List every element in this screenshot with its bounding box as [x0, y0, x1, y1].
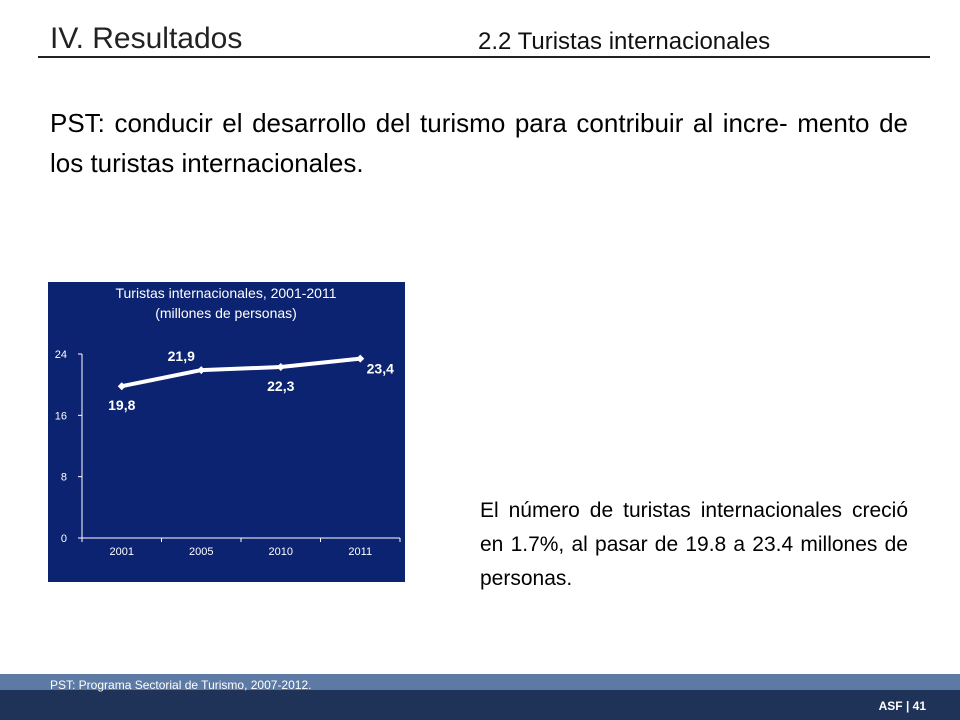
subsection-title: 2.2 Turistas internacionales [478, 28, 771, 55]
data-label: 23,4 [367, 361, 394, 377]
y-tick-label: 8 [61, 472, 67, 484]
page-number: ASF | 41 [878, 699, 926, 713]
x-tick-label: 2011 [348, 546, 372, 558]
series-line [121, 356, 361, 389]
x-tick-label: 2010 [269, 546, 293, 558]
data-point-marker [197, 366, 206, 375]
x-tick-label: 2005 [189, 546, 213, 558]
main-statement: PST: conducir el desarrollo del turismo … [50, 108, 908, 178]
y-tick-label: 0 [61, 533, 67, 545]
chart-panel: Turistas internacionales, 2001-2011 (mil… [48, 282, 405, 582]
x-tick-label: 2001 [110, 546, 134, 558]
header-divider [38, 56, 930, 58]
data-label: 22,3 [267, 378, 294, 394]
footnote: PST: Programa Sectorial de Turismo, 2007… [50, 678, 312, 692]
footer-band-light [0, 674, 960, 690]
data-point-marker [356, 354, 365, 363]
result-summary: El número de turistas internacionales cr… [480, 499, 908, 590]
y-tick-label: 16 [55, 410, 67, 422]
line-chart: Turistas internacionales, 2001-2011 (mil… [55, 285, 401, 558]
section-title: IV. Resultados [50, 22, 243, 55]
chart-subtitle: (millones de personas) [155, 305, 297, 321]
data-label: 21,9 [168, 348, 195, 364]
chart-title: Turistas internacionales, 2001-2011 [115, 285, 336, 301]
data-label: 19,8 [108, 397, 135, 413]
y-tick-label: 24 [55, 349, 67, 361]
data-point-marker [276, 363, 285, 372]
data-point-marker [117, 382, 126, 391]
